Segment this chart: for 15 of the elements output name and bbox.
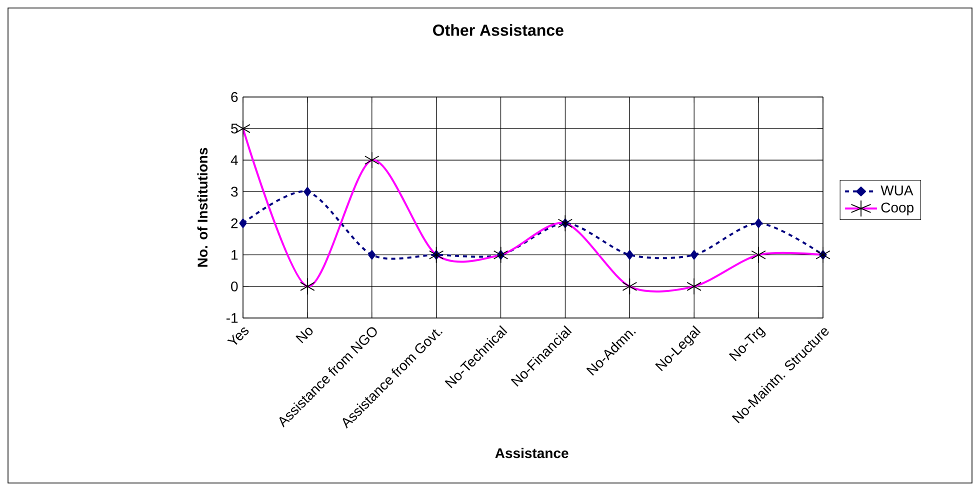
y-tick-label: 3 <box>231 186 238 197</box>
y-tick-label: 2 <box>231 218 238 228</box>
y-tick-label: 1 <box>232 250 238 260</box>
x-tick-label: No <box>296 328 313 344</box>
legend-label: Coop <box>881 202 914 216</box>
y-axis-title: No. of Institutions <box>197 148 208 267</box>
x-axis-title: Assistance <box>495 448 568 458</box>
legend-label: WUA <box>880 186 914 196</box>
y-tick-label: -1 <box>226 313 238 323</box>
y-tick-label: 6 <box>231 92 238 102</box>
y-tick-label: 5 <box>231 124 238 134</box>
y-tick-label: 4 <box>230 155 238 165</box>
chart-title: Other Assistance <box>433 24 564 36</box>
x-tick-label: Yes <box>227 327 249 345</box>
y-tick-label: 0 <box>231 281 238 292</box>
